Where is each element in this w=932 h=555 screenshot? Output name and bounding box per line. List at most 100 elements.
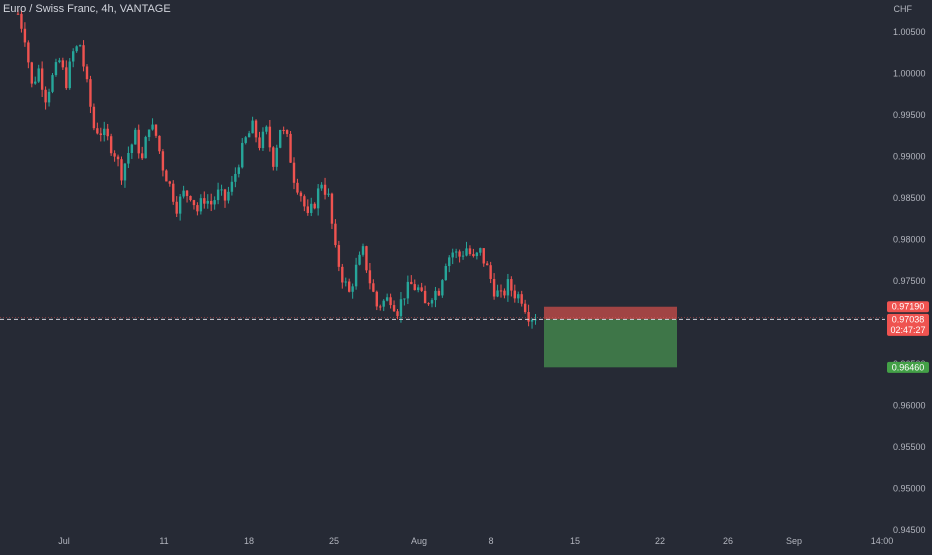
candle-body [99,133,102,136]
target-price-tag-bg [887,361,929,373]
price-tick-label: 0.98500 [893,193,926,203]
candle-body [427,303,430,305]
candle-body [78,45,82,47]
candle-body [116,156,120,160]
candle-body [261,131,265,149]
candle-body [430,300,434,304]
time-tick-label: 8 [488,536,493,546]
candle-body [147,129,151,138]
candle-body [165,170,168,182]
candle-body [58,60,61,63]
time-tick-label: 26 [723,536,733,546]
candle-body [475,252,479,257]
candle-body [120,159,123,181]
candle-body [220,189,223,191]
candle-body [520,294,523,304]
time-tick-label: 18 [244,536,254,546]
candle-body [168,181,171,184]
candle-body [389,297,392,306]
candle-body [237,167,240,174]
candle-body [327,193,330,195]
candle-body [40,68,44,90]
candle-body [37,68,40,82]
candle-body [265,126,268,132]
candle-body [279,129,282,148]
candle-body [127,153,130,164]
candle-body [385,297,389,301]
candle-body [479,248,482,253]
candle-body [461,255,465,257]
candle-body [210,200,213,205]
candle-body [310,203,313,213]
candle-body [82,45,85,67]
candle-body [68,61,71,89]
candle-body [51,75,54,92]
candle-body [368,270,372,284]
candle-body [47,91,51,103]
price-tick-label: 0.95000 [893,484,926,494]
candle-body [441,280,444,296]
candle-body [361,246,365,255]
candle-body [216,189,220,201]
price-tick-label: 0.99000 [893,152,926,162]
stop-price-tag-bg [887,301,929,313]
candle-body [316,188,320,209]
candle-body [506,279,510,296]
candle-body [503,290,506,296]
candle-body [254,120,258,138]
candle-body [251,120,254,134]
candle-body [161,151,165,171]
candle-body [275,147,278,167]
candle-body [313,203,316,209]
candle-body [468,248,472,255]
candle-body [27,42,30,63]
candle-body [492,278,496,297]
current-price-tag-countdown: 02:47:27 [890,325,925,335]
candle-body [213,200,216,205]
candle-body [434,290,437,301]
candle-body [72,51,75,62]
candle-body [23,28,27,43]
candle-body [299,192,303,197]
candle-body [417,287,420,291]
time-tick-label: Sep [786,536,802,546]
price-axis: 1.00500 1.00000 0.99500 0.99000 0.98500 0.980… [893,27,926,535]
candle-body [458,251,461,257]
candle-body [499,290,503,292]
candle-body [292,162,296,183]
stop-loss-zone [544,306,677,320]
candle-body [354,264,358,287]
candle-body [406,281,410,299]
candle-body [199,198,203,212]
candle-body [451,252,454,258]
symbol-title: Euro / Swiss Franc, 4h, VANTAGE [3,3,171,15]
candle-body [151,124,154,130]
candle-body [396,311,399,317]
candle-body [337,245,341,267]
candle-body [44,89,47,103]
time-tick-label: 11 [159,536,168,546]
candle-body [20,13,23,29]
candle-body [196,205,199,212]
candle-body [230,181,234,192]
candle-body [89,79,92,107]
candle-body [365,246,368,271]
take-profit-zone [544,319,677,368]
candle-body [285,130,289,134]
candle-body [227,191,230,201]
time-tick-label: 25 [329,536,339,546]
price-tick-label: 0.97500 [893,276,926,286]
candle-body [472,254,475,257]
candle-body [454,251,458,253]
candle-body [192,200,196,206]
candle-body [379,306,382,308]
candle-body [282,129,285,131]
candle-body [413,284,416,291]
candle-body [178,196,182,214]
candle-body [410,281,413,285]
candle-body [351,286,354,292]
price-tick-label: 0.99500 [893,110,926,120]
